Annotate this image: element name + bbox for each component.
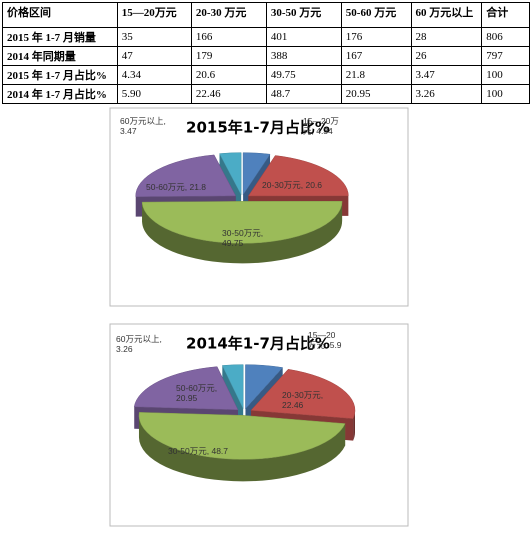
data-label: 60万元以上, 3.26 (116, 334, 162, 354)
slice-top (133, 366, 239, 411)
data-label: 20-30万元, 20.6 (262, 180, 323, 190)
slice-top (138, 412, 346, 460)
table-row: 2015 年 1-7 月占比% 4.34 20.6 49.75 21.8 3.47 100 (2, 65, 530, 85)
slice-top (247, 155, 349, 197)
slice-top (242, 152, 271, 196)
table-cell: 15—20万元 (116, 2, 192, 28)
table-cell: 2014 年 1-7 月占比% (2, 84, 118, 104)
data-label: 30-50万元, 48.7 (168, 446, 229, 456)
slice-side (142, 201, 343, 264)
data-label: 50-60万元, 20.95 (176, 383, 218, 403)
table-row: 2014 年 1-7 月占比% 5.90 22.46 48.7 20.95 3.26 100 (2, 84, 530, 104)
slice-side (138, 415, 346, 482)
table-cell: 47 (116, 46, 192, 66)
table-cell: 5.90 (116, 84, 192, 104)
pie-slice (141, 200, 343, 264)
data-table: 价格区间 15—20万元 20-30 万元 30-50 万元 50-60 万元 60 万元… (2, 2, 530, 104)
table-cell: 价格区间 (2, 2, 118, 28)
table-cell: 2015 年 1-7 月销量 (2, 27, 118, 47)
data-label: 30-50万元, 49.75 (222, 228, 264, 248)
table-cell: 合计 (481, 2, 530, 28)
table-cell: 166 (190, 27, 267, 47)
chart-title: 2014年1-7月占比% (186, 335, 330, 353)
table-cell: 49.75 (265, 65, 342, 85)
data-label: 50-60万元, 21.8 (146, 182, 207, 192)
table-cell: 30-50 万元 (265, 2, 342, 28)
table-cell: 100 (481, 84, 530, 104)
table-cell: 3.26 (410, 84, 483, 104)
pie-slice (138, 412, 346, 482)
table-cell: 48.7 (265, 84, 342, 104)
table-cell: 22.46 (190, 84, 267, 104)
table-cell: 60 万元以上 (410, 2, 483, 28)
table-cell: 3.47 (410, 65, 483, 85)
chart-title: 2015年1-7月占比% (186, 119, 330, 137)
slice-top (221, 364, 244, 409)
table-row: 价格区间 15—20万元 20-30 万元 30-50 万元 50-60 万元 60 万元… (2, 2, 530, 28)
data-label: 20-30万元, 22.46 (282, 390, 324, 410)
pie-slice (219, 152, 242, 215)
slice-face (219, 153, 242, 215)
slice-top (219, 152, 242, 195)
data-label: 15—20万元, 5.9 (308, 330, 342, 350)
slice-top (250, 369, 356, 419)
data-label: 15—20万元, 4.34 (303, 116, 339, 136)
data-label: 60万元以上, 3.47 (120, 116, 166, 136)
slice-top (135, 154, 237, 197)
table-cell: 20.95 (340, 84, 412, 104)
table-cell: 179 (190, 46, 267, 66)
slice-top (245, 364, 284, 410)
slice-top (141, 200, 343, 244)
